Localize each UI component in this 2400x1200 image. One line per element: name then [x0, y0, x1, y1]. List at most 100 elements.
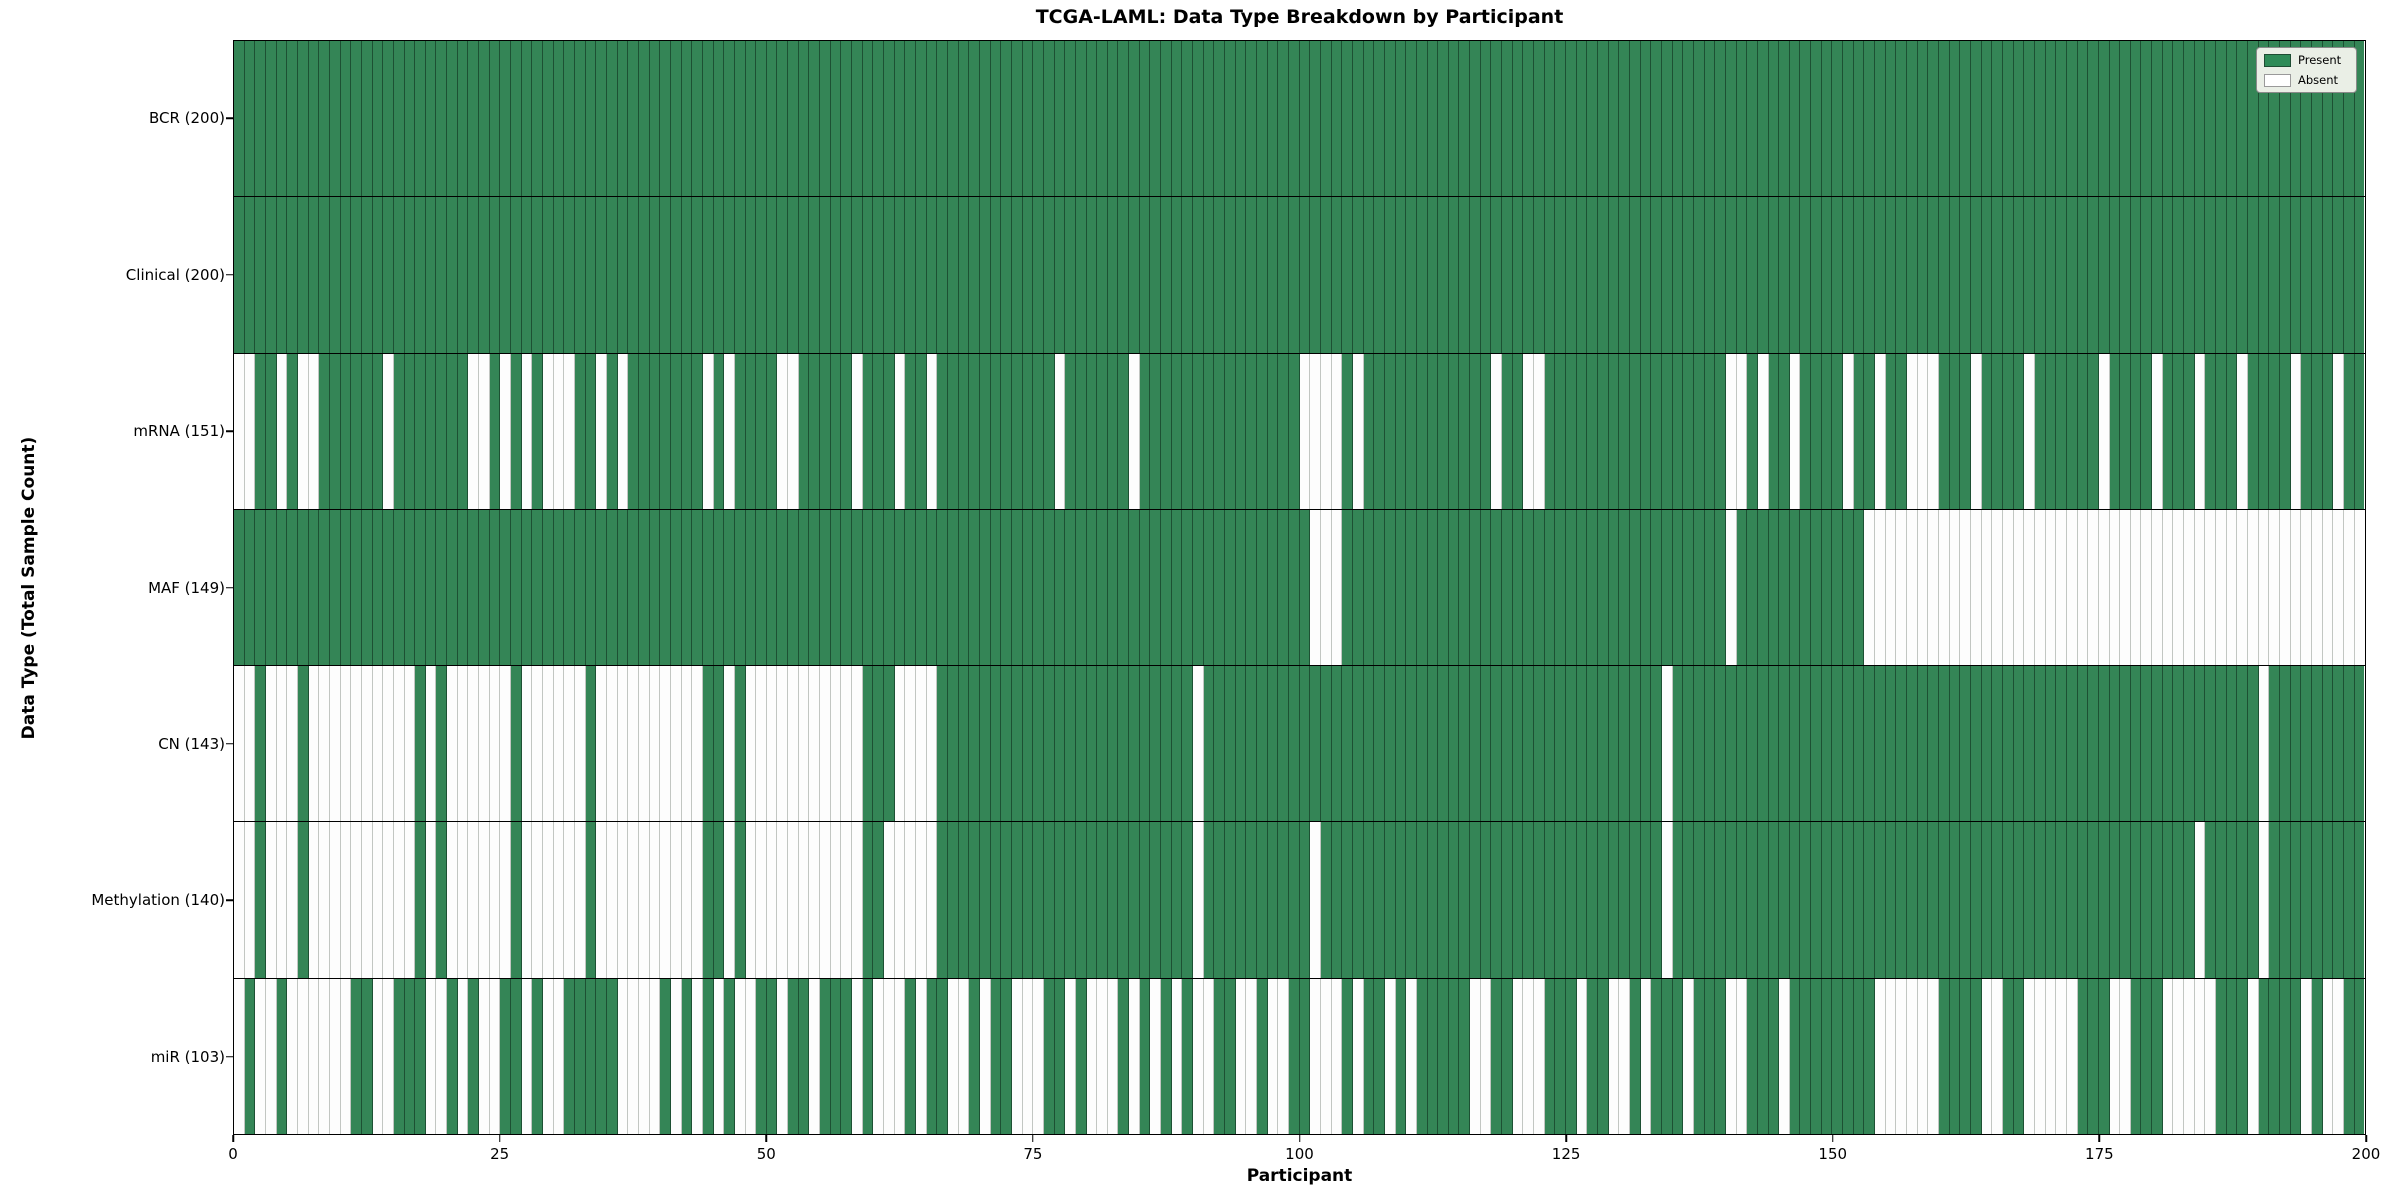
cell-MAF-111-present [1416, 509, 1428, 666]
cell-BCR-164-present [1981, 41, 1993, 197]
cell-Methylation-101-absent [1310, 822, 1321, 978]
cell-CN-68-present [958, 666, 970, 822]
cell-CN-78-present [1065, 666, 1076, 822]
cell-Methylation-7-absent [308, 822, 320, 978]
cell-MAF-92-present [1214, 509, 1226, 666]
cell-mRNA-55-present [820, 353, 831, 509]
cell-miR-65-present [926, 978, 938, 1134]
chart-title: TCGA-LAML: Data Type Breakdown by Partic… [1035, 6, 1564, 28]
cell-miR-198-present [2343, 978, 2355, 1134]
cell-miR-119-present [1502, 978, 1513, 1134]
cell-MAF-175-absent [2098, 509, 2110, 666]
cell-miR-185-absent [2205, 978, 2217, 1134]
cell-CN-197-present [2333, 666, 2344, 822]
cell-miR-131-present [1629, 978, 1641, 1134]
cell-MAF-36-present [617, 509, 629, 666]
cell-Clinical-30-present [553, 197, 565, 353]
cell-Methylation-48-absent [745, 822, 757, 978]
cell-MAF-117-present [1480, 509, 1492, 666]
cell-MAF-72-present [1001, 509, 1012, 666]
cell-BCR-160-present [1939, 41, 1950, 197]
cell-MAF-85-present [1139, 509, 1151, 666]
cell-BCR-178-present [2130, 41, 2142, 197]
cell-Clinical-2-present [255, 197, 266, 353]
cell-MAF-35-present [606, 509, 618, 666]
cell-BCR-104-present [1342, 41, 1353, 197]
cell-CN-20-absent [447, 666, 458, 822]
cell-MAF-119-present [1502, 509, 1513, 666]
cell-miR-61-absent [884, 978, 895, 1134]
cell-BCR-108-present [1384, 41, 1396, 197]
cell-BCR-75-present [1033, 41, 1044, 197]
cell-miR-163-present [1970, 978, 1982, 1134]
cell-mRNA-88-present [1171, 353, 1183, 509]
cell-BCR-151-present [1843, 41, 1854, 197]
cell-CN-191-present [2269, 666, 2280, 822]
cell-mRNA-6-absent [297, 353, 309, 509]
cell-BCR-62-present [894, 41, 906, 197]
cell-Methylation-179-present [2141, 822, 2153, 978]
cell-MAF-10-present [340, 509, 352, 666]
cell-miR-42-present [681, 978, 693, 1134]
cell-miR-91-absent [1203, 978, 1215, 1134]
cell-MAF-39-present [649, 509, 661, 666]
cell-mRNA-25-absent [500, 353, 512, 509]
cell-Methylation-167-present [2013, 822, 2025, 978]
cell-BCR-17-present [415, 41, 426, 197]
cell-BCR-177-present [2120, 41, 2131, 197]
cell-mRNA-169-present [2034, 353, 2046, 509]
cell-Clinical-76-present [1043, 197, 1055, 353]
cell-Methylation-45-present [713, 822, 725, 978]
cell-miR-194-absent [2301, 978, 2312, 1134]
cell-miR-146-present [1789, 978, 1801, 1134]
cell-Clinical-111-present [1416, 197, 1428, 353]
cell-MAF-7-present [308, 509, 320, 666]
cell-MAF-170-absent [2045, 509, 2057, 666]
cell-Clinical-144-present [1768, 197, 1780, 353]
cell-miR-192-present [2280, 978, 2291, 1134]
cell-mRNA-128-present [1598, 353, 1609, 509]
cell-Methylation-123-present [1544, 822, 1556, 978]
cell-Clinical-0-present [234, 197, 245, 353]
cell-Clinical-186-present [2216, 197, 2227, 353]
cell-mRNA-129-present [1608, 353, 1620, 509]
cell-Clinical-168-present [2024, 197, 2035, 353]
cell-Methylation-139-present [1715, 822, 1726, 978]
cell-Methylation-15-absent [393, 822, 405, 978]
cell-mRNA-153-present [1864, 353, 1876, 509]
cell-miR-5-absent [287, 978, 298, 1134]
cell-miR-20-present [447, 978, 458, 1134]
legend-label: Present [2298, 53, 2342, 67]
cell-CN-168-present [2024, 666, 2035, 822]
cell-BCR-157-present [1907, 41, 1918, 197]
cell-BCR-127-present [1587, 41, 1598, 197]
cell-CN-70-present [979, 666, 991, 822]
cell-BCR-181-present [2162, 41, 2174, 197]
cell-mRNA-98-present [1278, 353, 1289, 509]
cell-Clinical-71-present [990, 197, 1002, 353]
cell-Clinical-13-present [372, 197, 384, 353]
cell-Clinical-154-present [1875, 197, 1886, 353]
cell-miR-84-absent [1129, 978, 1140, 1134]
cell-miR-134-present [1661, 978, 1673, 1134]
cell-Clinical-22-present [468, 197, 480, 353]
cell-Methylation-118-present [1491, 822, 1503, 978]
cell-MAF-98-present [1278, 509, 1289, 666]
cell-CN-166-present [2002, 666, 2014, 822]
cell-miR-109-present [1395, 978, 1407, 1134]
cell-mRNA-32-present [575, 353, 586, 509]
cell-miR-99-present [1288, 978, 1300, 1134]
cell-BCR-168-present [2024, 41, 2035, 197]
cell-miR-125-present [1566, 978, 1577, 1134]
cell-MAF-151-present [1843, 509, 1854, 666]
cell-Clinical-113-present [1438, 197, 1449, 353]
row-label-CN: CN (143) [158, 734, 225, 753]
cell-BCR-97-present [1267, 41, 1279, 197]
cell-Methylation-95-present [1246, 822, 1257, 978]
cell-MAF-196-absent [2322, 509, 2334, 666]
cell-Clinical-125-present [1566, 197, 1577, 353]
cell-miR-69-present [969, 978, 980, 1134]
cell-miR-37-absent [628, 978, 639, 1134]
cell-Methylation-162-present [1960, 822, 1971, 978]
cell-miR-124-present [1555, 978, 1567, 1134]
